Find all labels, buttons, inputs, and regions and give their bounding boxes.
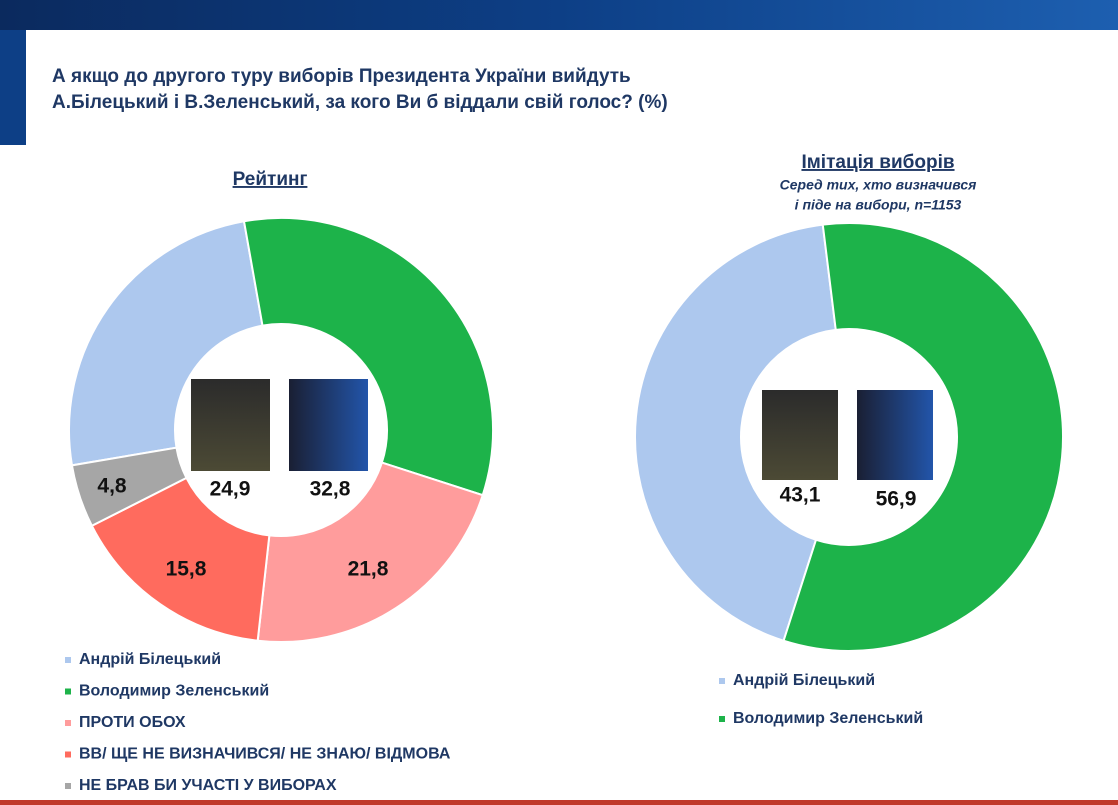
photo	[191, 379, 270, 471]
legend-marker	[65, 657, 71, 663]
photo	[857, 390, 933, 480]
legend-label: НЕ БРАВ БИ УЧАСТІ У ВИБОРАХ	[79, 777, 337, 794]
donut-slice	[90, 476, 271, 642]
donut-slice	[782, 222, 1064, 652]
legend-label: Володимир Зеленський	[733, 710, 923, 727]
legend-label: ВВ/ ЩЕ НЕ ВИЗНАЧИВСЯ/ НЕ ЗНАЮ/ ВІДМОВА	[79, 746, 451, 763]
donut-slice	[242, 217, 494, 497]
top-bar	[0, 0, 1118, 30]
legend-label: Андрій Білецький	[79, 651, 221, 668]
legend-label: Андрій Білецький	[733, 672, 875, 689]
legend-marker	[719, 716, 725, 722]
page-title: А якщо до другого туру виборів Президент…	[52, 66, 631, 87]
donut-slice	[68, 220, 264, 467]
legend-marker	[65, 751, 71, 758]
value-label: 21,8	[348, 558, 389, 581]
value-label: 15,8	[166, 558, 207, 581]
legend-label: Володимир Зеленський	[79, 683, 269, 700]
chart-subtitle: і піде на вибори, n=1153	[795, 197, 962, 213]
value-label: 56,9	[876, 488, 917, 511]
donut-slice	[256, 461, 484, 643]
value-label: 32,8	[310, 478, 351, 501]
chart-title: Імітація виборів	[801, 152, 954, 173]
legend-marker	[65, 720, 71, 726]
value-label: 24,9	[210, 478, 251, 501]
photos	[191, 379, 933, 480]
chart-title: Рейтинг	[233, 169, 308, 190]
bottom-line	[0, 800, 1118, 805]
donut-slice	[70, 446, 188, 528]
legend-marker	[65, 688, 71, 695]
value-label: 4,8	[97, 475, 127, 498]
side-bar	[0, 30, 26, 145]
legend-marker	[719, 678, 725, 684]
page-title: А.Білецький і В.Зеленський, за кого Ви б…	[52, 92, 668, 113]
donut-slice	[634, 223, 837, 643]
photo	[762, 390, 838, 480]
chart-subtitle: Серед тих, хто визначився	[780, 177, 977, 193]
legend-label: ПРОТИ ОБОХ	[79, 714, 186, 731]
legend-marker	[65, 783, 71, 789]
value-label: 43,1	[780, 484, 821, 507]
photo	[289, 379, 368, 471]
